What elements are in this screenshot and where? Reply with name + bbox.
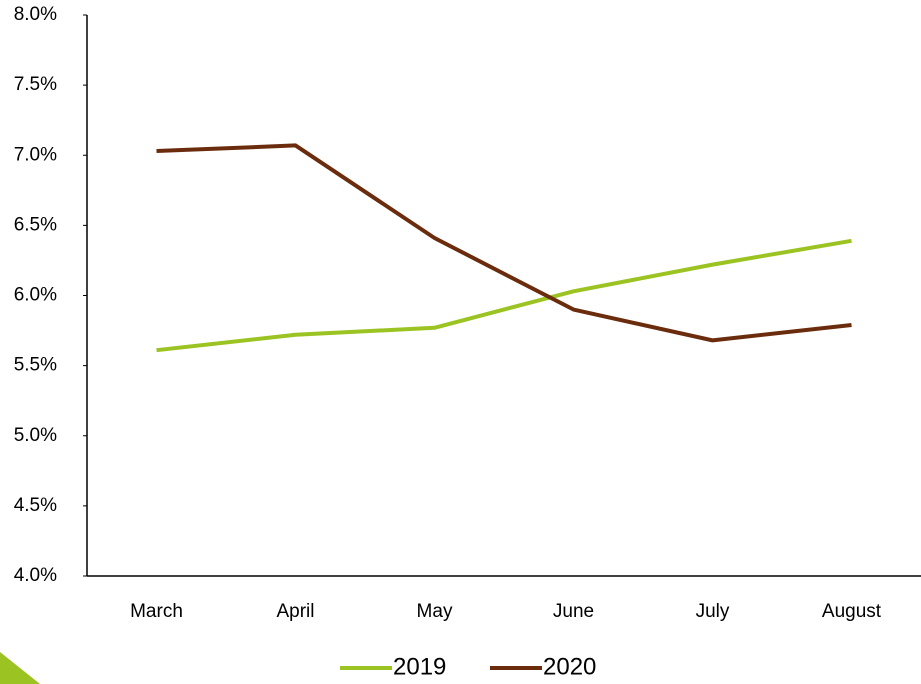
x-tick-label: July [696,601,730,622]
series-line [156,238,852,353]
y-tick-label: 8.0% [14,4,57,25]
y-tick-label: 5.0% [14,425,57,446]
y-tick-label: 7.5% [14,74,57,95]
y-tick-label: 4.5% [14,495,57,516]
corner-decoration [0,652,40,684]
y-tick-label: 5.5% [14,355,57,376]
legend-label: 2019 [393,653,446,680]
x-tick-label: June [553,601,594,622]
y-tick-label: 7.0% [14,144,57,165]
x-tick-label: April [276,601,314,622]
x-tick-label: May [417,601,453,622]
y-tick-label: 4.0% [14,565,57,586]
x-tick-label: March [130,601,183,622]
y-tick-label: 6.0% [14,285,57,306]
series-line [156,143,852,343]
x-tick-label: August [822,601,882,622]
y-tick-label: 6.5% [14,214,57,235]
legend-label: 2020 [543,653,596,680]
